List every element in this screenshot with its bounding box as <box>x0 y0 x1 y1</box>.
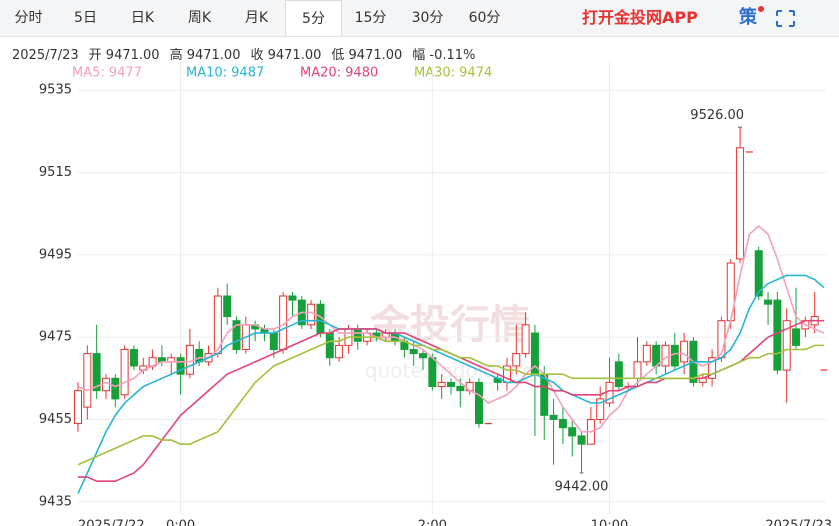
toolbar: 分时 5日 日K 周K 月K 5分 15分 30分 60分 <box>0 0 839 37</box>
x-tick-label: 0:00 <box>166 519 195 526</box>
candle-body <box>680 340 689 363</box>
candle-body <box>307 303 316 326</box>
candle-body <box>353 328 362 342</box>
candle-body <box>540 373 549 416</box>
candle-body <box>409 349 418 355</box>
candle-body <box>633 361 642 379</box>
candle-body <box>782 320 791 371</box>
y-tick-label: 9535 <box>39 83 72 98</box>
candle-body <box>512 353 521 367</box>
candle-body <box>773 299 782 371</box>
period-tab[interactable]: 月K <box>244 10 269 26</box>
candle-body <box>661 344 670 367</box>
candle-body <box>521 324 530 355</box>
candle-body <box>428 357 437 388</box>
period-tab[interactable]: 周K <box>187 10 212 26</box>
candle-body <box>269 332 278 350</box>
x-tick-label: 2:00 <box>418 519 447 526</box>
candle-body <box>614 361 623 388</box>
quote-item: 低 9471.00 <box>331 48 403 63</box>
candle-body <box>120 349 129 396</box>
candle-body <box>92 353 101 392</box>
extreme-label: 9526.00 <box>690 108 744 123</box>
legend-entry: MA20: 9480 <box>300 66 378 81</box>
x-tick-label: 2025/7/22 <box>78 519 145 526</box>
extreme-label: 9442.00 <box>555 479 609 494</box>
candle-body <box>185 344 194 375</box>
candle-body <box>129 349 138 367</box>
y-tick-label: 9435 <box>39 494 72 509</box>
x-tick-label: 2025/7/23 <box>765 519 832 526</box>
ma-line <box>77 224 825 433</box>
promo-link[interactable]: 打开金投网APP <box>582 8 698 27</box>
candle-body <box>419 353 428 359</box>
y-tick-label: 9455 <box>39 412 72 427</box>
candle-body <box>642 344 651 363</box>
quote-date: 2025/7/23 <box>12 48 79 63</box>
ma-line <box>77 274 825 494</box>
legend-entry: MA5: 9477 <box>72 66 142 81</box>
candle-body <box>764 299 773 305</box>
candle-body <box>708 357 717 379</box>
fullscreen-icon[interactable] <box>776 10 795 27</box>
period-tab[interactable]: 15分 <box>354 10 387 26</box>
quote-line: 2025/7/23 开 9471.00 高 9471.00 收 9471.00 低 94… <box>12 44 485 63</box>
candle-body <box>568 427 577 437</box>
y-tick-label: 9475 <box>39 330 72 345</box>
candle-body <box>176 357 185 375</box>
legend-entry: MA10: 9487 <box>186 66 264 81</box>
quote-item: 收 9471.00 <box>250 48 322 63</box>
period-tab[interactable]: 60分 <box>468 10 501 26</box>
candle-body <box>335 344 344 359</box>
candle-body <box>577 435 586 445</box>
y-tick-label: 9495 <box>39 247 72 262</box>
candle-body <box>474 381 483 425</box>
quote-item: 高 9471.00 <box>169 48 241 63</box>
candle-body <box>74 390 82 425</box>
candle-body <box>596 398 605 420</box>
candle-body <box>223 295 232 318</box>
period-tab[interactable]: 5日 <box>74 10 97 26</box>
candle-body <box>447 381 455 388</box>
y-tick-label: 9515 <box>39 165 72 180</box>
candle-body <box>670 344 679 367</box>
icons <box>758 6 795 27</box>
period-tab[interactable]: 分时 <box>14 10 43 26</box>
candle-body <box>736 147 745 260</box>
strategy-icon[interactable]: 策 <box>739 7 757 28</box>
period-tab[interactable]: 5分 <box>285 0 342 36</box>
candle-body <box>437 381 446 388</box>
quote-item: 幅 -0.11% <box>412 48 476 63</box>
ma-line <box>77 336 824 466</box>
candle-body <box>549 414 558 420</box>
candle-body <box>325 332 334 359</box>
candle-body <box>792 328 801 346</box>
candle-body <box>83 353 92 408</box>
candle-body <box>232 320 241 351</box>
candle-body <box>456 386 465 392</box>
legend-entry: MA30: 9474 <box>414 66 492 81</box>
candle-body <box>288 295 297 301</box>
x-tick-label: 10:00 <box>591 519 628 526</box>
candle-body <box>754 250 763 297</box>
period-tab[interactable]: 30分 <box>411 10 444 26</box>
quote-item: 开 9471.00 <box>88 48 160 63</box>
candle-body <box>111 377 120 400</box>
period-tab[interactable]: 日K <box>130 10 155 26</box>
candle-body <box>558 418 567 429</box>
candle-body <box>101 377 110 392</box>
